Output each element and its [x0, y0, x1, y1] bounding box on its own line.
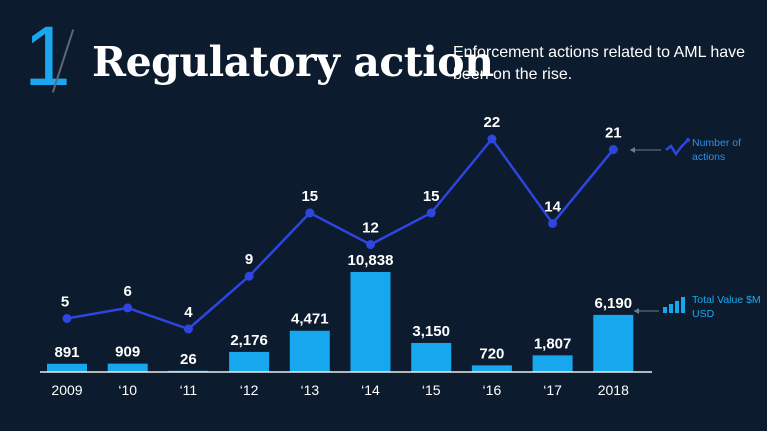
- bar-6: [411, 342, 452, 372]
- bar-value-label-5: 10,838: [348, 252, 394, 269]
- legend-bar-label: Total Value $M USD: [692, 294, 761, 320]
- line-point-2: [183, 324, 193, 334]
- line-point-6: [426, 208, 436, 218]
- zigzag-line-icon: [665, 138, 690, 157]
- legend-line-arrowhead: [630, 147, 635, 153]
- line-point-8: [548, 218, 558, 228]
- page-title: Regulatory action: [92, 38, 494, 86]
- x-tick-label-9: 2018: [598, 382, 629, 398]
- line-value-label-8: 14: [544, 198, 561, 215]
- x-tick-label-5: ‘14: [361, 382, 380, 398]
- x-tick-label-1: ‘10: [118, 382, 137, 398]
- bar-9: [593, 314, 634, 372]
- line-point-0: [62, 313, 72, 323]
- line-point-7: [487, 134, 497, 144]
- legend-bar-arrowhead: [634, 308, 639, 314]
- line-point-9: [608, 145, 618, 155]
- line-series: 5 6 4 9 15 12 15 22 14 21: [61, 114, 622, 334]
- bar-value-label-6: 3,150: [412, 323, 450, 340]
- bar-value-label-0: 891: [54, 344, 79, 361]
- line-value-label-1: 6: [124, 283, 132, 300]
- bar-series: 891 909 26 2,176 4,471 10,838 3,150 720 1,807 6,1…: [47, 252, 634, 372]
- bar-0: [47, 363, 87, 372]
- line-point-1: [123, 303, 133, 313]
- x-tick-label-0: 2009: [51, 382, 82, 398]
- bar-value-label-9: 6,190: [595, 295, 633, 312]
- bar-5: [350, 272, 391, 372]
- actions-line: [66, 137, 615, 331]
- line-value-label-7: 22: [484, 114, 501, 131]
- line-point-4: [305, 208, 315, 218]
- x-tick-label-3: ‘12: [240, 382, 259, 398]
- bar-value-label-1: 909: [115, 344, 140, 361]
- x-tick-label-7: ‘16: [483, 382, 502, 398]
- bar-value-label-2: 26: [180, 351, 197, 368]
- line-value-label-3: 9: [245, 251, 253, 268]
- x-axis-ticks: 2009 ‘10 ‘11 ‘12 ‘13 ‘14 ‘15 ‘16 ‘17 2018: [51, 382, 629, 398]
- bar-value-label-7: 720: [479, 345, 504, 362]
- ascending-bars-icon: [663, 297, 685, 313]
- line-point-5: [366, 240, 375, 250]
- x-tick-label-6: ‘15: [422, 382, 441, 398]
- bar-value-label-3: 2,176: [230, 332, 268, 349]
- page-subtitle: Enforcement actions related to AML have …: [453, 44, 746, 83]
- bar-value-label-8: 1,807: [534, 335, 572, 352]
- bar-8: [532, 355, 573, 372]
- bar-1: [107, 363, 148, 372]
- legend-line-label: Number of actions: [692, 137, 742, 163]
- line-value-label-4: 15: [301, 188, 318, 205]
- line-value-label-2: 4: [184, 304, 193, 321]
- line-point-3: [244, 271, 254, 281]
- line-value-label-0: 5: [61, 293, 69, 310]
- line-value-label-5: 12: [362, 220, 379, 237]
- bar-3: [229, 351, 270, 372]
- x-tick-label-8: ‘17: [543, 382, 562, 398]
- line-value-label-6: 15: [423, 188, 440, 205]
- line-value-label-9: 21: [605, 125, 622, 142]
- x-tick-label-2: ‘11: [180, 382, 198, 398]
- x-tick-label-4: ‘13: [300, 382, 319, 398]
- bar-4: [289, 330, 330, 372]
- bar-7: [471, 365, 512, 372]
- legend: [630, 138, 690, 314]
- bar-value-label-4: 4,471: [291, 311, 329, 328]
